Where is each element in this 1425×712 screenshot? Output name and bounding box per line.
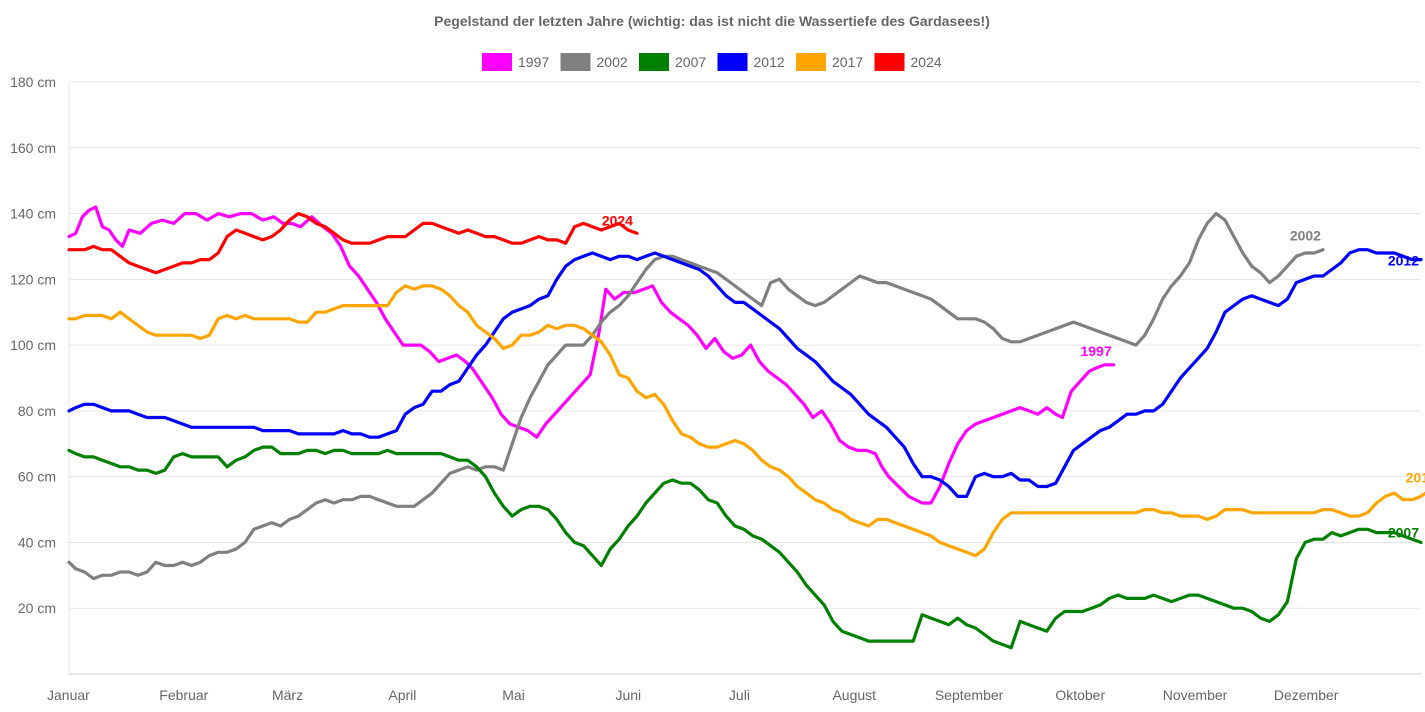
- series-line-2012: [67, 248, 1423, 498]
- series-line-2007: [67, 445, 1423, 650]
- y-tick-label: 160 cm: [10, 140, 56, 156]
- series-line-2017: [67, 284, 1425, 558]
- legend-swatch-2002: [560, 53, 591, 71]
- x-tick-label: April: [388, 687, 416, 703]
- end-label-2017: 2017: [1406, 470, 1425, 486]
- x-tick-label: März: [272, 687, 303, 703]
- end-label-2024: 2024: [602, 212, 633, 228]
- legend-swatch-2024: [874, 53, 905, 71]
- y-tick-label: 120 cm: [10, 271, 56, 287]
- series-line-1997: [67, 205, 1116, 505]
- legend-label-2017: 2017: [832, 54, 863, 70]
- y-tick-label: 100 cm: [10, 337, 56, 353]
- series-line-2024: [67, 212, 639, 275]
- end-label-2002: 2002: [1290, 228, 1321, 244]
- x-tick-label: Oktober: [1055, 687, 1105, 703]
- legend-swatch-2012: [717, 53, 748, 71]
- x-axis: Januar Februar März April Mai Juni Juli August S…: [47, 687, 1339, 703]
- y-axis: 20 cm 40 cm 60 cm 80 cm 100 cm 120 cm 140 cm 16…: [10, 74, 56, 616]
- x-tick-label: August: [832, 687, 876, 703]
- legend-swatch-2007: [639, 53, 669, 71]
- x-tick-label: Mai: [502, 687, 525, 703]
- y-tick-label: 20 cm: [18, 600, 56, 616]
- y-tick-label: 60 cm: [18, 469, 56, 485]
- x-tick-label: September: [935, 687, 1004, 703]
- grid-lines: [68, 81, 1421, 675]
- legend-label-2002: 2002: [597, 54, 628, 70]
- legend-label-2007: 2007: [675, 54, 706, 70]
- legend-label-2012: 2012: [754, 54, 785, 70]
- y-tick-label: 40 cm: [18, 534, 56, 550]
- y-tick-label: 180 cm: [10, 74, 56, 90]
- x-tick-label: Dezember: [1274, 687, 1339, 703]
- legend: 1997 2002 2007 2012 2017 2024: [482, 53, 942, 71]
- series-layer: [67, 205, 1425, 650]
- y-tick-label: 140 cm: [10, 206, 56, 222]
- legend-swatch-2017: [796, 53, 826, 71]
- end-label-2007: 2007: [1388, 524, 1419, 540]
- x-tick-label: Januar: [47, 687, 90, 703]
- end-label-2012: 2012: [1388, 253, 1419, 269]
- legend-label-2024: 2024: [911, 54, 942, 70]
- end-label-1997: 1997: [1080, 343, 1111, 359]
- x-tick-label: Februar: [159, 687, 208, 703]
- x-tick-label: November: [1163, 687, 1228, 703]
- x-tick-label: Juni: [615, 687, 641, 703]
- end-labels: 1997 2002 2007 2012 2017 2024: [602, 212, 1425, 540]
- chart-title: Pegelstand der letzten Jahre (wichtig: d…: [434, 13, 990, 29]
- series-line-2002: [67, 212, 1325, 581]
- y-tick-label: 80 cm: [18, 403, 56, 419]
- legend-label-1997: 1997: [518, 54, 549, 70]
- x-tick-label: Juli: [729, 687, 750, 703]
- legend-swatch-1997: [482, 53, 512, 71]
